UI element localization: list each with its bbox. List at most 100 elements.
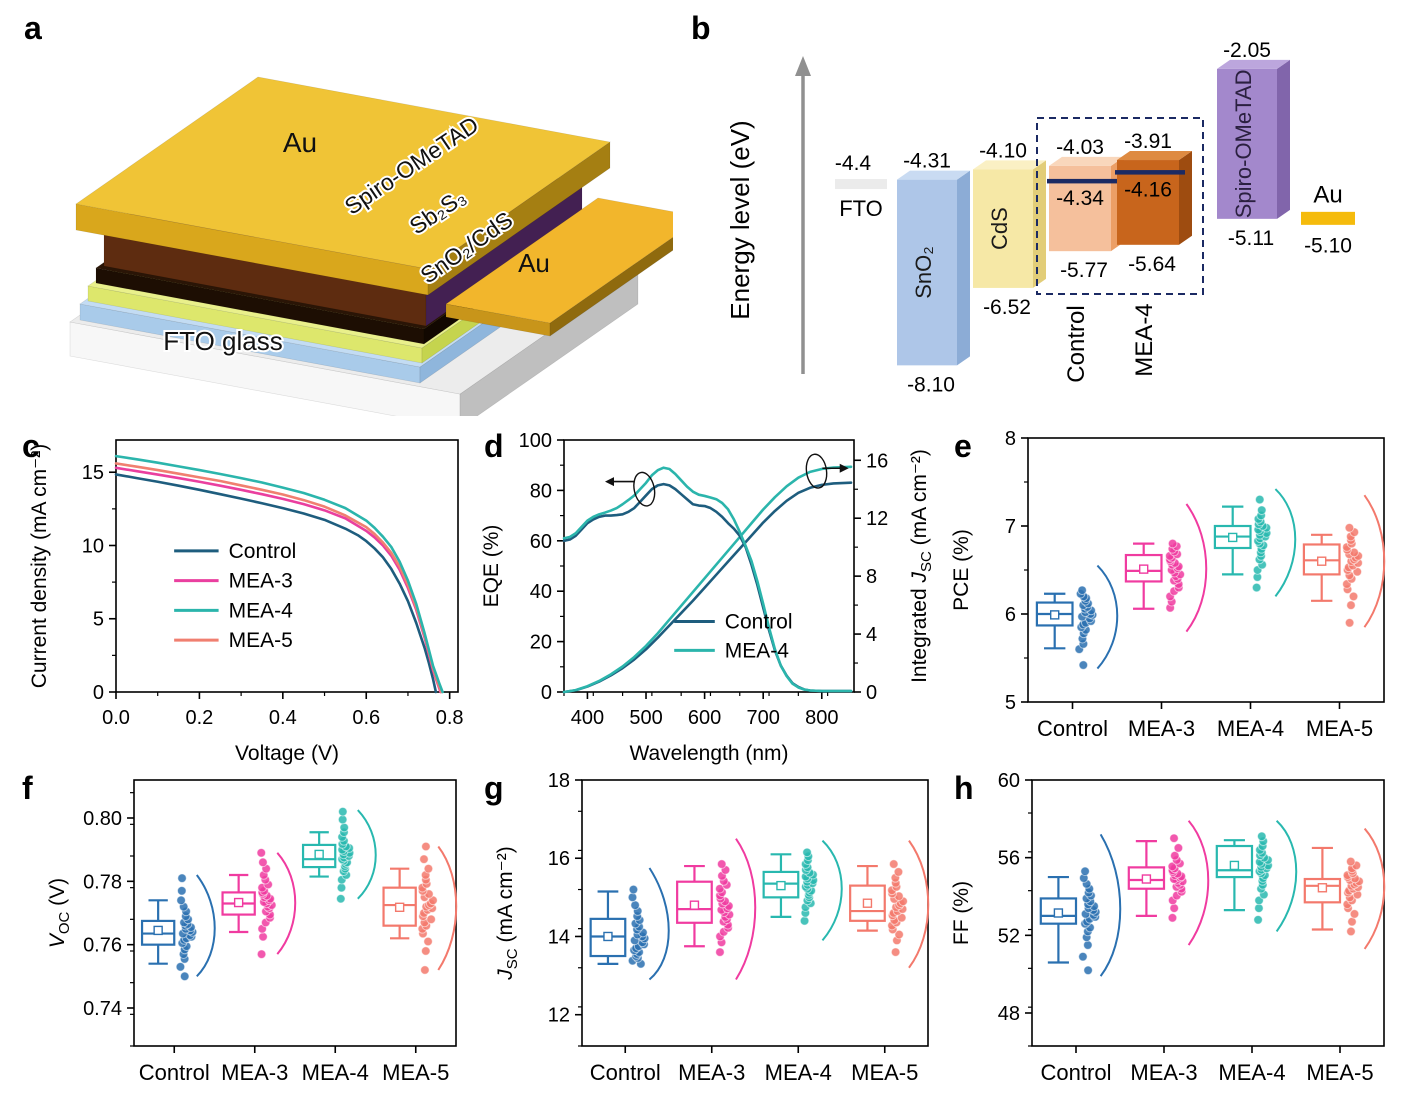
svg-text:MEA-3: MEA-3: [1128, 716, 1195, 741]
panel-c-jv-curves: c 0 5 10 15 Current density (mA cm⁻²) 0.0 0.2 0…: [16, 424, 474, 772]
violin-control: [195, 874, 216, 978]
panel-h-ff-boxplot: h 48 52 56 60 FF (%) Control MEA-3 MEA-4 MEA-5: [948, 766, 1404, 1108]
svg-text:800: 800: [805, 707, 838, 729]
svg-text:100: 100: [519, 430, 552, 452]
ff-boxplot-canvas: 48 52 56 60 FF (%) Control MEA-3 MEA-4 MEA-5: [950, 770, 1386, 1085]
voc-boxplot-canvas: 0.74 0.76 0.78 0.80 VOC (V) Control MEA-3 MEA-4…: [46, 779, 458, 1085]
svg-text:0.4: 0.4: [269, 707, 297, 729]
series-control: [562, 482, 853, 693]
panel-letter-a: a: [24, 10, 42, 46]
panel-letter-b: b: [691, 10, 711, 46]
violin-mea-4: [1274, 488, 1297, 598]
energy-diagram-canvas: Energy level (eV) -4.4 FTO -4.31 -8.10 -4.10 -…: [725, 39, 1355, 396]
series-control-integrated: [562, 481, 853, 694]
svg-text:MEA-5: MEA-5: [1306, 716, 1373, 741]
svg-text:-4.31: -4.31: [903, 150, 951, 173]
svg-text:0.0: 0.0: [102, 707, 130, 729]
svg-text:MEA-4: MEA-4: [302, 1060, 369, 1085]
box-mea-5: [382, 886, 417, 927]
panel-e-pce-boxplot: e 5 6 7 8 PCE (%) Control MEA-3 MEA-4 MEA-5: [948, 424, 1404, 772]
violin-control: [1099, 833, 1122, 977]
svg-text:MEA-5: MEA-5: [851, 1060, 918, 1085]
svg-text:Control: Control: [590, 1060, 661, 1085]
svg-text:Integrated JSC (mA cm⁻²): Integrated JSC (mA cm⁻²): [908, 449, 935, 683]
svg-text:48: 48: [998, 1003, 1020, 1025]
svg-text:600: 600: [688, 707, 721, 729]
panel-letter-f: f: [22, 770, 33, 806]
svg-text:16: 16: [866, 450, 888, 472]
svg-text:MEA-4: MEA-4: [1131, 303, 1158, 376]
svg-text:-4.16: -4.16: [1124, 178, 1172, 201]
panel-a-device-schematic: a FTO glass SnO₂/CdS Sb₂S₃ Spiro-OMeTAD Au Au: [18, 6, 673, 416]
svg-text:6: 6: [1005, 604, 1016, 626]
panel-letter-h: h: [954, 770, 974, 806]
annotation-arrow: [839, 463, 849, 473]
svg-text:0.76: 0.76: [83, 935, 122, 957]
violin-mea-5: [1363, 827, 1386, 950]
svg-text:FF (%): FF (%): [950, 881, 973, 945]
svg-text:60: 60: [530, 531, 552, 553]
svg-text:14: 14: [548, 926, 570, 948]
svg-text:Control: Control: [1037, 716, 1108, 741]
panel-f-voc-boxplot: f 0.74 0.76 0.78 0.80 VOC (V) Control MEA-3 MEA…: [16, 766, 474, 1108]
svg-text:Au: Au: [283, 127, 317, 158]
svg-text:-5.64: -5.64: [1128, 253, 1176, 276]
svg-text:18: 18: [548, 770, 570, 792]
annotation-arrow: [605, 477, 615, 487]
svg-text:0.74: 0.74: [83, 998, 122, 1020]
svg-text:EQE (%): EQE (%): [480, 525, 503, 608]
violin-mea-4: [1275, 820, 1298, 933]
svg-text:Wavelength (nm): Wavelength (nm): [629, 742, 788, 765]
panel-letter-g: g: [484, 770, 504, 806]
svg-text:MEA-3: MEA-3: [221, 1060, 288, 1085]
svg-text:-5.11: -5.11: [1228, 227, 1274, 250]
svg-text:Control: Control: [1041, 1060, 1112, 1085]
pce-boxplot-canvas: 5 6 7 8 PCE (%) Control MEA-3 MEA-4 MEA-5: [950, 428, 1386, 741]
panel-letter-d: d: [484, 428, 504, 464]
violin-mea-3: [1187, 820, 1210, 946]
svg-text:0.78: 0.78: [83, 871, 122, 893]
svg-text:-4.03: -4.03: [1056, 136, 1104, 159]
svg-text:-3.91: -3.91: [1124, 130, 1172, 153]
svg-text:16: 16: [548, 848, 570, 870]
jsc-boxplot-canvas: 12 14 16 18 JSC (mA cm⁻²) Control MEA-3 MEA-4 ME…: [494, 770, 930, 1085]
svg-text:60: 60: [998, 770, 1020, 792]
svg-text:Voltage (V): Voltage (V): [235, 742, 339, 765]
violin-mea-4: [357, 809, 377, 900]
svg-text:0: 0: [541, 682, 552, 704]
svg-text:56: 56: [998, 848, 1020, 870]
violin-mea-3: [1185, 503, 1208, 633]
svg-text:12: 12: [548, 1005, 570, 1027]
violin-mea-5: [908, 840, 930, 969]
panel-d-eqe-plot: d 0 20 40 60 80 100 EQE (%) 400 500 600 700 800 Wave…: [478, 424, 946, 772]
svg-text:MEA-3: MEA-3: [1130, 1060, 1197, 1085]
svg-text:80: 80: [530, 480, 552, 502]
series-mea-4: [562, 466, 853, 693]
violin-control: [648, 867, 670, 981]
svg-text:Control: Control: [1063, 305, 1090, 382]
svg-text:Control: Control: [725, 610, 793, 633]
panel-b-energy-diagram: b Energy level (eV) -4.4 FTO -4.31 -8.10 -4.1…: [685, 6, 1405, 420]
violin-mea-3: [276, 852, 297, 955]
series-control: [114, 473, 438, 694]
svg-text:JSC (mA cm⁻²): JSC (mA cm⁻²): [494, 846, 521, 980]
svg-text:VOC (V): VOC (V): [46, 878, 73, 948]
svg-text:40: 40: [530, 581, 552, 603]
svg-text:Current density (mA cm⁻²): Current density (mA cm⁻²): [28, 444, 51, 688]
svg-text:0.6: 0.6: [352, 707, 380, 729]
svg-text:-5.77: -5.77: [1060, 259, 1108, 282]
svg-text:Au: Au: [518, 248, 550, 278]
svg-text:Control: Control: [139, 1060, 210, 1085]
panel-letter-e: e: [954, 428, 972, 464]
svg-text:-4.34: -4.34: [1056, 187, 1104, 210]
annotation-ellipse: [633, 471, 656, 507]
box-mea-4: [1215, 844, 1254, 879]
svg-text:500: 500: [629, 707, 662, 729]
series-mea-4: [114, 454, 444, 694]
svg-text:-5.10: -5.10: [1304, 234, 1352, 257]
svg-text:MEA-3: MEA-3: [678, 1060, 745, 1085]
svg-text:0.2: 0.2: [186, 707, 214, 729]
